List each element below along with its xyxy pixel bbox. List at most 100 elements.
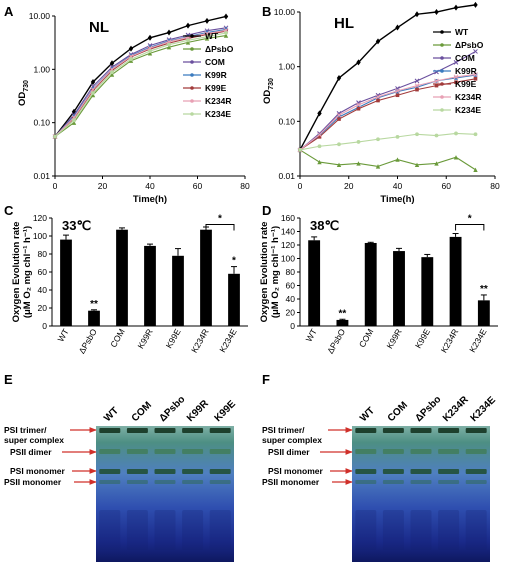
data-point (72, 118, 76, 123)
band-psii-dimer (410, 449, 432, 454)
band-low-mw-smear (355, 510, 377, 550)
series-line (299, 74, 476, 151)
legend-marker (440, 56, 444, 60)
legend-label: WT (205, 31, 219, 41)
bar (60, 239, 72, 326)
condition-label: HL (334, 15, 354, 32)
data-point (148, 49, 152, 53)
data-point (298, 148, 302, 152)
data-point (453, 4, 459, 11)
bar (421, 257, 434, 326)
y-tick-label: 40 (286, 294, 296, 304)
data-point (336, 112, 342, 118)
y-tick-label: 40 (38, 285, 48, 295)
band-psii-dimer (438, 449, 460, 454)
x-tick-label: 40 (393, 181, 403, 191)
lane-label: K234R (441, 394, 471, 424)
bar (336, 319, 349, 326)
y-tick-label: 120 (33, 213, 47, 223)
category-label: K99E (413, 327, 432, 350)
data-point (337, 117, 341, 121)
significance-mark: ** (480, 284, 488, 295)
category-label: WT (304, 327, 319, 343)
data-point (317, 135, 322, 139)
data-point (395, 93, 400, 98)
data-point (376, 98, 380, 103)
bar (449, 236, 462, 326)
data-point (204, 17, 210, 24)
band-low-mw-smear (465, 510, 487, 550)
legend-label: K234R (205, 96, 231, 106)
legend-marker (190, 47, 194, 51)
data-point (434, 78, 439, 84)
y-tick-label: 0.10 (278, 116, 295, 126)
y-tick-label: 1.00 (33, 64, 50, 74)
data-point (415, 85, 419, 90)
data-point (453, 74, 459, 80)
x-tick-label: 0 (298, 181, 303, 191)
x-tick-label: 60 (442, 181, 452, 191)
data-point (337, 115, 341, 119)
gel-e-label-psii-dimer: PSII dimer (10, 447, 52, 457)
significance-bracket (205, 223, 235, 231)
legend-marker (190, 34, 194, 38)
series-line (299, 78, 476, 151)
category-label: K234E (217, 327, 239, 354)
oxygen-chart-33: 0 20 40 60 80 100 120 Oxygen Evolution rate (μM … (11, 213, 248, 355)
data-point (454, 131, 458, 136)
legend-marker (190, 73, 194, 77)
band-psii-dimer (126, 449, 148, 454)
category-label: K99R (135, 327, 154, 350)
y-tick-label: 160 (281, 213, 295, 223)
data-point (337, 142, 341, 147)
legend-label: ΔPsbO (455, 40, 484, 50)
data-point (395, 88, 400, 94)
data-point (147, 51, 153, 56)
x-tick-label: 20 (344, 181, 354, 191)
data-point (414, 83, 420, 88)
significance-mark: * (218, 213, 222, 224)
legend-marker (440, 43, 444, 47)
band-psii-monomer (99, 480, 121, 484)
gel-f-label-psii-dimer: PSII dimer (268, 447, 310, 457)
band-psii-monomer (382, 480, 404, 484)
band-psii-monomer (182, 480, 204, 484)
data-point (376, 95, 380, 100)
band-psi-monomer (355, 469, 377, 474)
gel-e-label-psii-monomer: PSII monomer (4, 477, 62, 487)
series-line (299, 132, 476, 151)
lane-label: COM (130, 400, 154, 424)
y-tick-label: 60 (286, 281, 296, 291)
band-psi-trimer (154, 428, 176, 433)
data-point (473, 167, 478, 172)
category-label: K99R (384, 327, 403, 350)
lane-label: WT (102, 405, 121, 424)
gel-e-image (96, 426, 234, 562)
series-line (54, 29, 227, 137)
lane-label: COM (386, 400, 410, 424)
gel-e-label-psi-monomer: PSI monomer (10, 466, 65, 476)
gel-f-label-trimer: PSI trimer/ (262, 425, 305, 435)
lane-label: ΔPsbo (157, 394, 187, 424)
y-tick-label: 1.00 (278, 62, 295, 72)
band-psi-monomer (182, 469, 204, 474)
data-point (109, 60, 115, 67)
y-axis-title: OD730 (262, 78, 275, 104)
x-tick-label: 80 (240, 181, 250, 191)
legend-marker (190, 99, 194, 103)
data-point (434, 133, 439, 138)
data-point (375, 94, 381, 100)
data-point (148, 47, 152, 51)
band-low-mw-smear (410, 510, 432, 550)
data-point (53, 134, 57, 139)
y-tick-label: 0.01 (278, 171, 295, 181)
y-tick-label: 10.00 (274, 7, 296, 17)
series-line (54, 28, 227, 137)
data-point (223, 33, 229, 38)
data-point (395, 134, 400, 139)
band-low-mw-smear (438, 510, 460, 550)
band-psii-monomer (209, 480, 231, 484)
significance-mark: * (468, 213, 472, 224)
band-low-mw-smear (182, 510, 204, 550)
